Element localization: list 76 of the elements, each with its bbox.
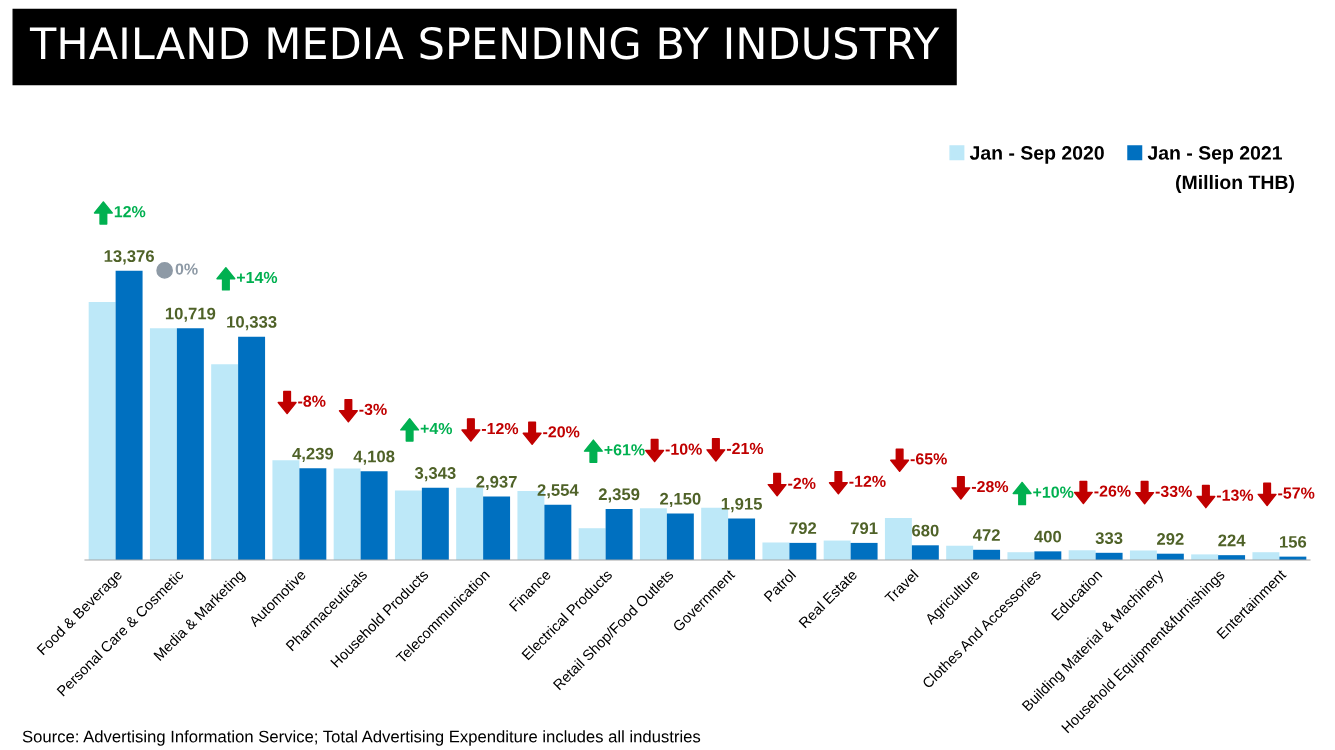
bar — [911, 545, 939, 560]
data-label: 2,554 — [537, 484, 579, 499]
bar — [211, 364, 239, 560]
annotation: -26% — [1094, 485, 1131, 497]
data-label: 4,108 — [353, 450, 395, 465]
bar — [394, 490, 422, 560]
data-label: 3,343 — [414, 467, 456, 482]
bar — [605, 509, 633, 560]
source-note: Source: Advertising Information Service; Total Advertising Expenditure includes all industries — [22, 730, 701, 746]
bar — [88, 301, 116, 560]
data-label: 680 — [912, 524, 939, 537]
bar — [360, 471, 388, 560]
data-label: 792 — [789, 522, 817, 535]
bar — [1252, 552, 1280, 560]
bar — [115, 270, 143, 560]
bar — [789, 542, 817, 560]
annotation: -33% — [1155, 485, 1192, 497]
text: (Million THB) — [1176, 174, 1294, 194]
bar — [421, 487, 449, 560]
bar — [578, 528, 606, 560]
annotation: 0% — [175, 263, 198, 275]
bar — [1034, 551, 1062, 560]
bar — [333, 468, 361, 560]
data-label: 791 — [850, 522, 878, 535]
bar — [823, 540, 851, 560]
bar — [238, 336, 266, 560]
data-label: 292 — [1157, 533, 1184, 545]
bar — [149, 328, 177, 560]
annotation: -10% — [665, 443, 702, 455]
bar — [850, 542, 878, 560]
bar — [884, 518, 912, 560]
legend-label: Jan - Sep 2021 — [1147, 146, 1282, 164]
data-label: 2,359 — [598, 488, 640, 503]
bar — [1007, 552, 1035, 560]
annotation: -12% — [849, 475, 886, 487]
annotation: -28% — [971, 480, 1009, 493]
data-label: 4,239 — [292, 447, 334, 462]
annotation: -2% — [788, 477, 816, 489]
data-label: 224 — [1218, 534, 1246, 547]
data-label: 13,376 — [104, 250, 154, 265]
bar — [483, 496, 511, 560]
bar — [1068, 550, 1096, 560]
data-label: 2,150 — [660, 492, 701, 508]
data-label: 10,719 — [165, 307, 216, 322]
annotation: -21% — [726, 442, 764, 455]
annotation: -12% — [481, 422, 519, 435]
data-label: 10,333 — [227, 315, 277, 331]
annotation: +10% — [1033, 486, 1074, 498]
bar — [728, 518, 756, 560]
annotation: -8% — [298, 395, 326, 407]
annotation: -65% — [910, 453, 947, 465]
bar — [639, 508, 667, 560]
data-label: 472 — [972, 529, 1000, 541]
text: 12% — [114, 205, 146, 218]
annotation: -13% — [1216, 489, 1254, 501]
bar — [299, 468, 327, 560]
bar — [272, 460, 300, 560]
bar — [176, 328, 204, 560]
bar — [1129, 550, 1157, 560]
bar — [544, 504, 572, 560]
bar — [946, 545, 974, 560]
annotation: -20% — [543, 426, 580, 438]
data-label: 333 — [1095, 532, 1123, 544]
bar — [762, 542, 790, 560]
bar — [666, 513, 694, 560]
data-label: 400 — [1034, 530, 1062, 543]
annotation: +61% — [604, 444, 645, 456]
legend-label: Jan - Sep 2020 — [969, 146, 1104, 164]
annotation: -3% — [359, 403, 387, 416]
annotation: +14% — [236, 271, 278, 284]
annotation: -57% — [1278, 487, 1315, 499]
annotation: +4% — [420, 422, 453, 435]
data-label: 1,915 — [721, 497, 762, 513]
data-label: 2,937 — [476, 475, 517, 491]
data-label: 156 — [1280, 535, 1307, 548]
chart-title: THAILAND MEDIA SPENDING BY INDUSTRY — [29, 26, 940, 60]
